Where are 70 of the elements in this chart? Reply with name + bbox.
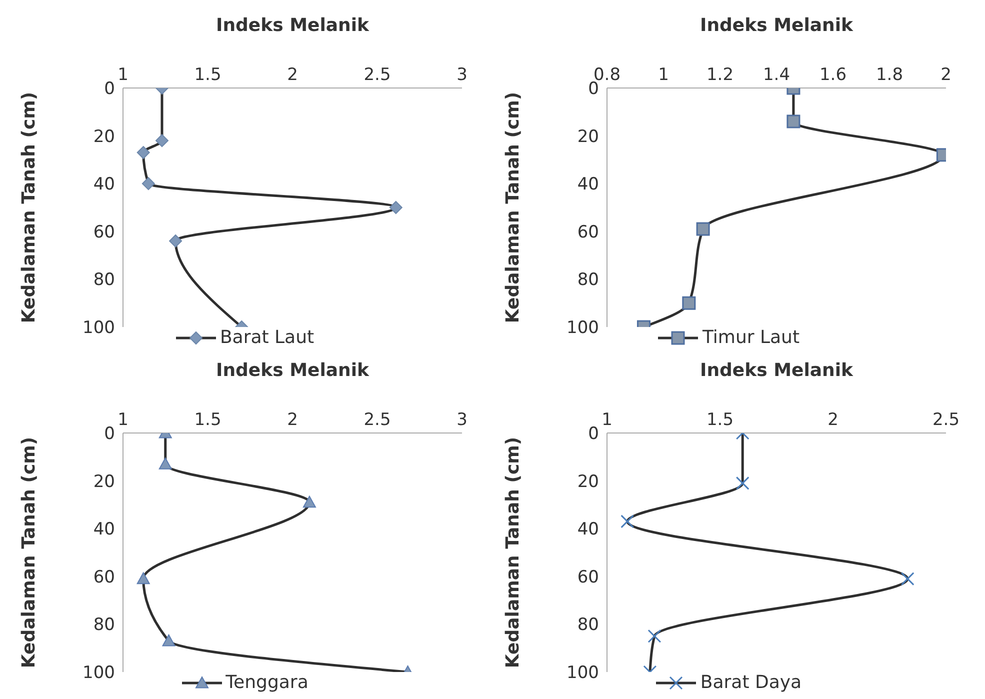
y-tick-label: 0 <box>588 424 599 444</box>
y-tick-label: 60 <box>577 222 599 242</box>
y-tick-label: 40 <box>93 174 115 195</box>
y-tick-label: 0 <box>588 79 599 100</box>
point <box>158 458 172 470</box>
y-tick-label: 100 <box>82 663 115 684</box>
x-tick-label: 3 <box>456 410 468 430</box>
y-tick-label: 20 <box>577 126 599 147</box>
y-tick-label: 40 <box>93 520 115 540</box>
point <box>620 514 634 528</box>
x-tick-label: 1 <box>118 65 128 85</box>
y-tick-label: 40 <box>577 174 599 195</box>
x-tick-label: 1.5 <box>706 410 734 430</box>
x-axis-title: Indeks Melanik <box>700 14 854 36</box>
legend-label: Timur Laut <box>702 327 800 348</box>
y-tick-label: 20 <box>93 126 115 147</box>
y-tick-label: 100 <box>82 318 115 338</box>
x-tick-label: 2.5 <box>932 410 960 430</box>
y-axis-title: Kedalaman Tanah (cm) <box>502 436 524 668</box>
x-axis-title: Indeks Melanik <box>700 360 854 381</box>
x-tick-label: 1.4 <box>762 65 790 85</box>
y-tick-label: 20 <box>93 472 115 492</box>
point <box>155 134 168 148</box>
y-tick-label: 80 <box>577 615 599 636</box>
x-tick-label: 1.8 <box>876 65 904 85</box>
y-axis-title: Kedalaman Tanah (cm) <box>18 92 40 324</box>
point <box>142 177 155 190</box>
y-axis-title: Kedalaman Tanah (cm) <box>18 436 40 668</box>
y-tick-label: 60 <box>93 222 115 242</box>
y-tick-label: 60 <box>93 567 115 588</box>
y-tick-label: 80 <box>93 615 115 636</box>
x-tick-label: 2.5 <box>364 410 391 430</box>
point <box>696 222 710 236</box>
y-tick-label: 0 <box>104 79 115 100</box>
point <box>136 146 150 160</box>
x-tick-label: 1.5 <box>194 65 222 85</box>
x-tick-label: 1.6 <box>819 65 847 85</box>
y-tick-label: 40 <box>577 520 599 540</box>
x-tick-label: 2 <box>287 410 298 430</box>
x-tick-label: 1.5 <box>194 410 222 430</box>
point <box>900 572 914 586</box>
point <box>162 634 176 646</box>
x-tick-label: 1 <box>658 65 669 85</box>
y-axis-title: Kedalaman Tanah (cm) <box>502 92 524 324</box>
point <box>786 114 800 128</box>
legend-label: Barat Laut <box>220 327 314 348</box>
legend-label: Tenggara <box>226 672 308 693</box>
x-tick-label: 3 <box>456 65 468 85</box>
y-tick-label: 80 <box>577 270 599 290</box>
point <box>302 496 316 508</box>
x-tick-label: 2.5 <box>364 65 391 85</box>
y-tick-label: 0 <box>104 424 115 444</box>
y-tick-label: 20 <box>577 472 599 492</box>
x-tick-label: 1.2 <box>706 65 734 85</box>
x-tick-label: 1 <box>118 410 128 430</box>
y-tick-label: 80 <box>93 270 115 290</box>
x-tick-label: 2 <box>940 65 952 85</box>
point <box>682 296 696 310</box>
x-axis-title: Indeks Melanik <box>216 14 370 36</box>
y-tick-label: 100 <box>566 663 599 684</box>
point <box>136 572 150 584</box>
x-tick-label: 2 <box>287 65 298 85</box>
point <box>169 234 182 248</box>
y-tick-label: 60 <box>577 567 599 588</box>
x-tick-label: 2 <box>828 410 838 430</box>
x-tick-label: 1 <box>602 410 612 430</box>
x-axis-title: Indeks Melanik <box>216 360 370 381</box>
point <box>389 201 402 214</box>
y-tick-label: 100 <box>566 318 599 338</box>
legend-label: Barat Daya <box>700 672 802 693</box>
